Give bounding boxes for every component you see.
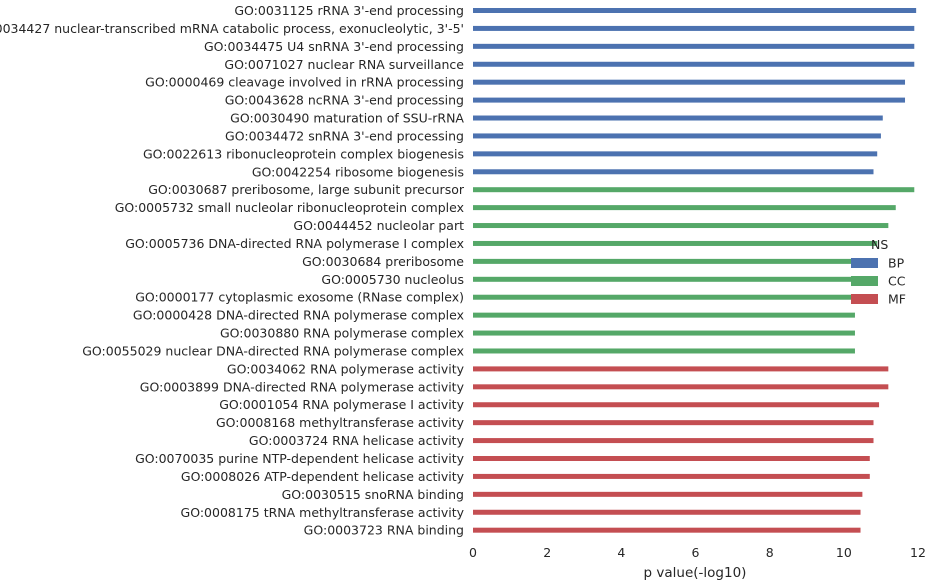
- category-labels: GO:0031125 rRNA 3'-end processing GO:0034…: [0, 3, 465, 538]
- category-label: GO:0043628 ncRNA 3'-end processing: [225, 93, 464, 108]
- legend-swatch: [851, 294, 878, 304]
- bar: [473, 384, 889, 390]
- bar: [473, 169, 874, 175]
- legend-label: MF: [888, 292, 906, 307]
- category-label: GO:0000177 cytoplasmic exosome (RNase co…: [135, 290, 464, 305]
- x-tick-label: 12: [910, 545, 926, 560]
- category-label: GO:0005730 nucleolus: [321, 272, 464, 287]
- bar: [473, 402, 880, 408]
- x-tick-label: 0: [469, 545, 477, 560]
- category-label: GO:0030490 maturation of SSU-rRNA: [230, 111, 464, 126]
- bar: [473, 258, 878, 264]
- category-label: GO:0044452 nucleolar part: [293, 218, 464, 233]
- category-label: GO:0008175 tRNA methyltransferase activi…: [181, 505, 465, 520]
- x-tick-label: 2: [543, 545, 551, 560]
- bar: [473, 115, 883, 121]
- bar: [473, 205, 896, 211]
- category-label: GO:0042254 ribosome biogenesis: [252, 164, 464, 179]
- bar: [473, 240, 878, 246]
- legend: NS BP CC MF: [851, 237, 906, 307]
- x-axis-title: p value(-log10): [644, 565, 747, 581]
- category-label: GO:0034472 snRNA 3'-end processing: [225, 128, 464, 143]
- bar: [473, 366, 889, 372]
- category-label: GO:0000469 cleavage involved in rRNA pro…: [145, 75, 464, 90]
- x-axis-ticks: 0 2 4 6 8 10 12: [469, 545, 926, 560]
- category-label: GO:0031125 rRNA 3'-end processing: [234, 3, 464, 18]
- bar: [473, 43, 915, 49]
- bar: [473, 25, 915, 31]
- category-label: GO:0030684 preribosome: [302, 254, 464, 269]
- category-label: GO:0001054 RNA polymerase I activity: [219, 397, 464, 412]
- category-label: GO:0034475 U4 snRNA 3'-end processing: [204, 39, 464, 54]
- x-tick-label: 4: [617, 545, 625, 560]
- bar: [473, 223, 889, 229]
- bar: [473, 79, 906, 85]
- category-label: GO:0070035 purine NTP-dependent helicase…: [135, 451, 465, 466]
- category-label: GO:0005732 small nucleolar ribonucleopro…: [115, 200, 464, 215]
- category-label: GO:0030880 RNA polymerase complex: [220, 326, 464, 341]
- category-label: GO:0003899 DNA-directed RNA polymerase a…: [140, 379, 465, 394]
- category-label: GO:0030687 preribosome, large subunit pr…: [148, 182, 465, 197]
- category-label: GO:0000428 DNA-directed RNA polymerase c…: [133, 308, 464, 323]
- category-label: GO:0071027 nuclear RNA surveillance: [224, 57, 464, 72]
- category-label: GO:0055029 nuclear DNA-directed RNA poly…: [82, 343, 464, 358]
- legend-swatch: [851, 276, 878, 286]
- legend-entries: BP CC MF: [851, 256, 906, 307]
- category-label: GO:0030515 snoRNA binding: [282, 487, 464, 502]
- category-label: GO:0005736 DNA-directed RNA polymerase I…: [125, 236, 464, 251]
- bar: [473, 8, 917, 13]
- bar: [473, 61, 915, 67]
- bar: [473, 187, 915, 193]
- x-tick-label: 10: [836, 545, 852, 560]
- legend-label: CC: [888, 274, 906, 289]
- category-label: GO:0022613 ribonucleoprotein complex bio…: [143, 146, 464, 161]
- bar: [473, 312, 855, 318]
- category-label: GO:0008026 ATP-dependent helicase activi…: [181, 469, 465, 484]
- x-tick-label: 6: [692, 545, 700, 560]
- x-tick-label: 8: [766, 545, 774, 560]
- bar: [473, 420, 874, 426]
- bar: [473, 491, 863, 497]
- category-label: GO:0034062 RNA polymerase activity: [227, 361, 465, 376]
- category-label: GO:0008168 methyltransferase activity: [216, 415, 465, 430]
- bar: [473, 97, 906, 103]
- bar: [473, 527, 861, 533]
- bar: [473, 151, 878, 157]
- bar: [473, 348, 855, 354]
- category-label: GO:0034427 nuclear-transcribed mRNA cata…: [0, 21, 464, 36]
- bar: [473, 438, 874, 444]
- bar: [473, 509, 861, 515]
- bar: [473, 473, 870, 479]
- bars-layer: [473, 8, 917, 533]
- legend-swatch: [851, 258, 878, 268]
- category-label: GO:0003724 RNA helicase activity: [249, 433, 465, 448]
- bar: [473, 330, 855, 336]
- category-label: GO:0003723 RNA binding: [304, 523, 464, 538]
- bar: [473, 133, 881, 139]
- bar: [473, 294, 874, 300]
- bar: [473, 456, 870, 461]
- legend-label: BP: [888, 256, 905, 271]
- legend-title: NS: [871, 237, 888, 252]
- bar: [473, 276, 878, 282]
